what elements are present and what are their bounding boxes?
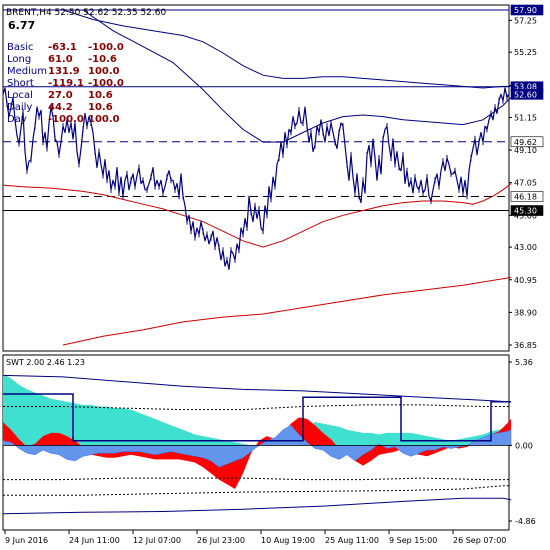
x-tick-label: 9 Jun 2016 (5, 536, 48, 545)
stat-name: Day (7, 114, 27, 125)
level-badge (510, 191, 544, 202)
stat-name: Long (7, 54, 31, 65)
stats-table: Basic -63.1 -100.0 Long 61.0 -10.6 Medium 131.9… (7, 42, 124, 125)
stat-name: Daily (7, 102, 32, 113)
blue-area (2, 424, 512, 468)
stat-value-2: -100.0 (88, 42, 124, 53)
stat-value-1: -63.1 (48, 42, 77, 53)
step-line (3, 393, 511, 442)
stat-value-2: 100.0 (88, 66, 120, 77)
ma-line-navy-upper (62, 9, 511, 89)
x-tick-label: 9 Sep 15:00 (389, 536, 437, 545)
chart-header: BRENT,H4 52.50 52.62 52.35 52.60 (6, 8, 166, 18)
level-badge-label: 45.30 (514, 207, 537, 216)
x-tick-label: 12 Jul 07:00 (133, 536, 181, 545)
stat-value-1: 61.0 (48, 54, 73, 65)
stat-name: Short (7, 78, 34, 89)
main-chart-frame (2, 4, 510, 352)
stat-value-2: -100.0 (88, 78, 124, 89)
stat-value-1: 27.0 (48, 90, 73, 101)
x-tick-label: 10 Aug 19:00 (261, 536, 315, 545)
main-chart-content (2, 9, 512, 346)
stat-value-2: 10.6 (88, 90, 113, 101)
indicator-value: 6.77 (8, 19, 35, 32)
stat-value-2: 10.6 (88, 102, 113, 113)
level-badge-label: 53.08 (514, 83, 537, 92)
level-badge (510, 205, 544, 216)
ma-line-red-lower (62, 276, 512, 346)
dotted-bottom-line (3, 485, 511, 496)
y-tick-label: 36.85 (514, 341, 537, 350)
stat-name: Medium (7, 66, 47, 77)
lower-envelope-line (2, 497, 512, 515)
x-tick-label: 24 Jun 11:00 (69, 536, 120, 545)
stat-value-1: 44.2 (48, 102, 73, 113)
sub-indicator-label: SWT 2.00 2.46 1.23 (6, 358, 85, 367)
level-badge-label: 46.18 (514, 193, 537, 202)
stat-name: Basic (7, 42, 33, 53)
level-badge (510, 89, 544, 100)
x-tick-label: 26 Jul 23:00 (197, 536, 245, 545)
ma-line-navy-mid (82, 9, 512, 143)
stat-name: Local (7, 90, 33, 101)
sub-y-tick-label: -4.86 (515, 517, 536, 526)
y-tick-label: 47.05 (514, 179, 537, 188)
stat-value-1: 131.9 (48, 66, 80, 77)
x-axis: 9 Jun 2016 24 Jun 11:00 12 Jul 07:00 26 Jul… (4, 530, 506, 545)
upper-envelope-line (2, 374, 512, 403)
stat-value-2: -10.6 (88, 54, 117, 65)
stat-value-1: -119.1 (48, 78, 84, 89)
y-tick-label: 38.90 (514, 308, 537, 317)
sub-chart-content (2, 373, 512, 515)
cyan-area (3, 373, 511, 446)
level-badge-label: 57.90 (514, 6, 537, 15)
level-badge-label: 49.62 (514, 138, 537, 147)
sub-y-axis: 5.36 0.00 -4.86 (509, 358, 536, 526)
ma-line-red-upper (2, 183, 512, 248)
level-badge (510, 136, 544, 148)
sub-chart-panel[interactable]: SWT 2.00 2.46 1.23 (2, 354, 512, 531)
y-tick-label: 40.95 (514, 276, 537, 285)
main-y-axis: 57.2555.2553.1551.1549.1047.0545.0043.00… (509, 4, 544, 350)
level-badge (510, 4, 544, 16)
sub-y-tick-label: 0.00 (515, 441, 533, 450)
x-tick-label: 26 Sep 07:00 (453, 536, 506, 545)
main-chart-panel[interactable]: BRENT,H4 52.50 52.62 52.35 52.60 6.77 Ba… (2, 4, 512, 352)
x-tick-label: 25 Aug 11:00 (325, 536, 379, 545)
y-tick-label: 55.25 (514, 48, 537, 57)
stat-value-1: -100.0 (48, 114, 84, 125)
level-badge-label: 52.60 (514, 90, 537, 99)
sub-y-tick-label: 5.36 (515, 358, 533, 367)
y-tick-label: 57.25 (514, 16, 537, 25)
y-tick-label: 51.15 (514, 113, 537, 122)
stat-value-2: 100.0 (88, 114, 120, 125)
y-tick-label: 43.00 (514, 243, 537, 252)
y-tick-label: 49.10 (514, 146, 537, 155)
